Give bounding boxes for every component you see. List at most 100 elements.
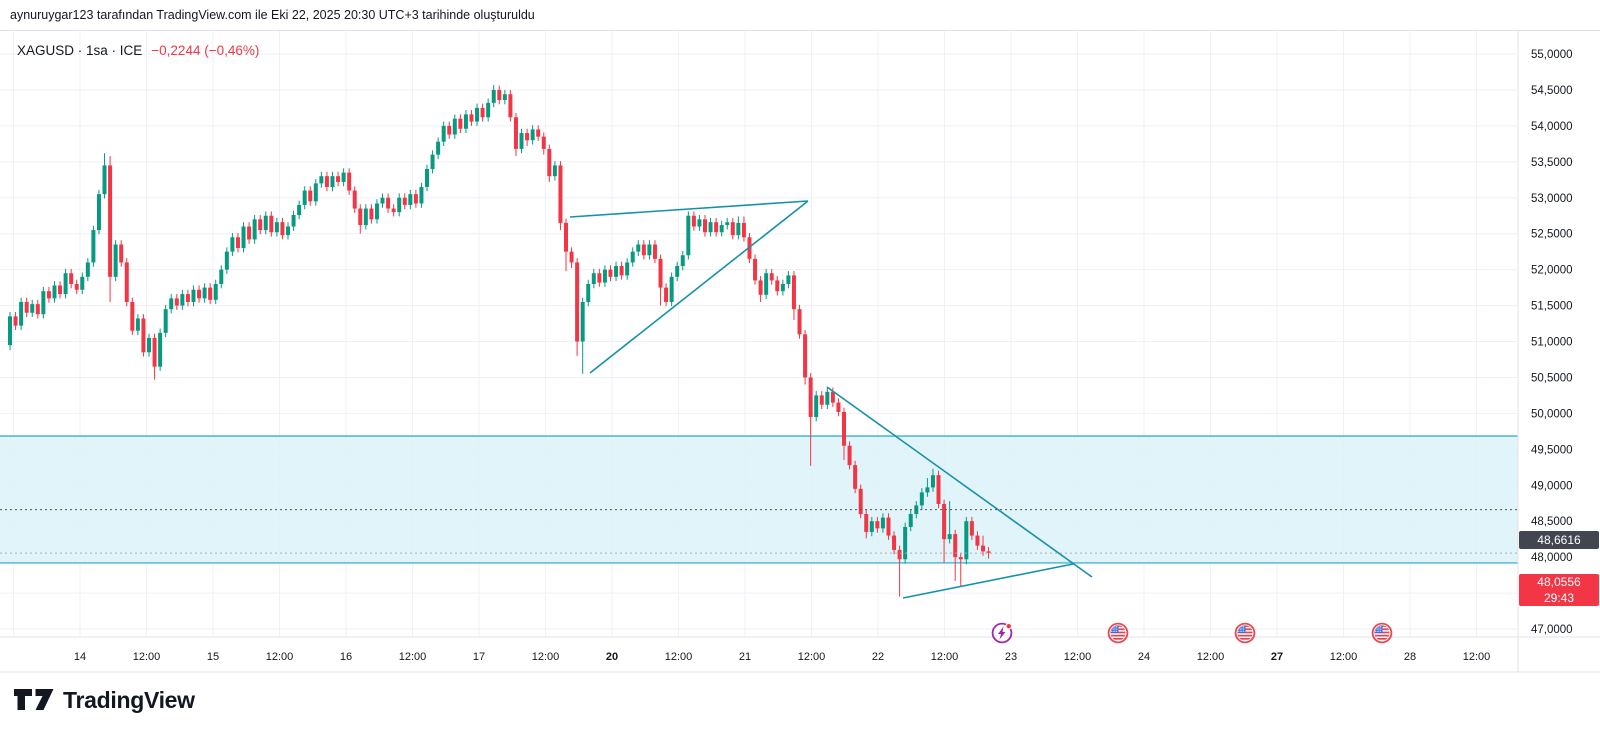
price-axis-label[interactable]: 52,0000 xyxy=(1531,265,1573,277)
time-axis-label[interactable]: 23 xyxy=(1005,651,1017,663)
candle xyxy=(113,240,118,282)
time-axis-label[interactable]: 12:00 xyxy=(399,651,427,663)
candle xyxy=(814,391,819,422)
time-axis-label[interactable]: 20 xyxy=(606,651,618,663)
tradingview-logo[interactable]: TradingView xyxy=(14,686,195,714)
price-axis-label[interactable]: 48,0000 xyxy=(1531,552,1573,564)
time-axis-label[interactable]: 12:00 xyxy=(1463,651,1491,663)
candle-body xyxy=(797,309,802,335)
flag-star xyxy=(1116,625,1118,627)
price-axis-label[interactable]: 47,0000 xyxy=(1531,624,1573,636)
price-axis-label[interactable]: 50,5000 xyxy=(1531,372,1573,384)
candle-body xyxy=(842,411,846,446)
candle xyxy=(569,247,574,269)
flag-stripe xyxy=(1110,638,1126,640)
candle-body xyxy=(258,219,263,231)
candle xyxy=(530,125,535,145)
candle-body xyxy=(808,377,813,417)
candle-body xyxy=(725,222,730,226)
candle xyxy=(280,217,285,240)
candle-body xyxy=(141,318,146,353)
price-axis-label[interactable]: 48,5000 xyxy=(1531,516,1573,528)
time-axis-label[interactable]: 12:00 xyxy=(532,651,560,663)
candle xyxy=(925,478,930,497)
flag-star xyxy=(1114,627,1116,629)
candle xyxy=(719,220,724,237)
candle-body xyxy=(85,262,90,277)
candle xyxy=(842,407,846,461)
us-economic-event-icon[interactable] xyxy=(1234,622,1256,644)
time-axis-label[interactable]: 17 xyxy=(473,651,485,663)
time-axis-label[interactable]: 21 xyxy=(739,651,751,663)
price-axis-label[interactable]: 53,5000 xyxy=(1531,157,1573,169)
time-axis-label[interactable]: 12:00 xyxy=(1064,651,1092,663)
candle xyxy=(19,297,24,330)
flag-star xyxy=(1378,629,1380,631)
flag-star xyxy=(1376,627,1378,629)
candle xyxy=(491,84,496,108)
time-axis-label[interactable]: 12:00 xyxy=(1197,651,1225,663)
candle xyxy=(319,171,324,188)
triangle-drawing[interactable] xyxy=(826,386,1093,599)
candle xyxy=(369,204,374,224)
time-axis-label[interactable]: 12:00 xyxy=(931,651,959,663)
us-economic-event-icon[interactable] xyxy=(1371,622,1393,644)
time-axis-label[interactable]: 12:00 xyxy=(1330,651,1358,663)
price-axis-label[interactable]: 49,0000 xyxy=(1531,480,1573,492)
symbol-legend[interactable]: XAGUSD · 1sa · ICE −0,2244 (−0,46%) xyxy=(17,43,259,58)
candle xyxy=(580,297,585,374)
time-axis-label[interactable]: 22 xyxy=(872,651,884,663)
time-axis-label[interactable]: 12:00 xyxy=(665,651,693,663)
candle xyxy=(352,186,357,213)
flag-star xyxy=(1116,630,1118,633)
candle xyxy=(975,531,980,550)
candle-body xyxy=(703,219,707,233)
candle-body xyxy=(63,273,68,295)
price-axis-label[interactable]: 51,0000 xyxy=(1531,337,1573,349)
candle-body xyxy=(363,208,368,226)
candle xyxy=(736,216,741,240)
time-axis-label[interactable]: 12:00 xyxy=(133,651,161,663)
time-axis-label[interactable]: 28 xyxy=(1404,651,1416,663)
trend-line[interactable] xyxy=(826,386,1093,578)
idea-event-icon[interactable] xyxy=(991,622,1013,644)
price-axis-label[interactable]: 49,5000 xyxy=(1531,444,1573,456)
candle xyxy=(41,286,46,319)
notification-dot xyxy=(1005,623,1013,630)
flag-star xyxy=(1376,629,1378,631)
time-axis-label[interactable]: 12:00 xyxy=(798,651,826,663)
candle-body xyxy=(369,208,374,220)
trend-line[interactable] xyxy=(902,563,1074,599)
trend-line[interactable] xyxy=(589,200,809,374)
time-axis-label[interactable]: 15 xyxy=(207,651,219,663)
time-axis-label[interactable]: 27 xyxy=(1271,651,1283,663)
us-economic-event-icon[interactable] xyxy=(1107,622,1129,644)
flag-star xyxy=(1378,630,1380,633)
candle-body xyxy=(580,301,585,342)
price-axis-label[interactable]: 52,5000 xyxy=(1531,229,1573,241)
candle xyxy=(119,240,124,267)
flag-star xyxy=(1243,625,1245,627)
candle xyxy=(380,193,385,208)
price-axis-label[interactable]: 51,5000 xyxy=(1531,301,1573,313)
candle xyxy=(174,294,179,310)
candle-body xyxy=(686,215,691,256)
candle-body xyxy=(69,273,74,284)
triangle-drawing[interactable] xyxy=(569,200,809,374)
time-axis-label[interactable]: 14 xyxy=(74,651,86,663)
candle xyxy=(35,299,40,319)
time-axis-label[interactable]: 24 xyxy=(1138,651,1150,663)
price-axis-label[interactable]: 55,0000 xyxy=(1531,49,1573,61)
candle-body xyxy=(536,129,541,137)
price-axis-label[interactable]: 53,0000 xyxy=(1531,193,1573,205)
time-axis-label[interactable]: 12:00 xyxy=(266,651,294,663)
time-axis-label[interactable]: 16 xyxy=(340,651,352,663)
candle xyxy=(197,285,202,303)
candle xyxy=(458,114,463,134)
candle-body xyxy=(219,269,224,284)
price-axis-label[interactable]: 50,0000 xyxy=(1531,408,1573,420)
trend-line[interactable] xyxy=(569,200,809,218)
price-axis-label[interactable]: 54,5000 xyxy=(1531,85,1573,97)
price-axis-label[interactable]: 54,0000 xyxy=(1531,121,1573,133)
chart-canvas[interactable]: 55,0000 54,5000 54,0000 53,5000 53,0000 52,50… xyxy=(0,31,1600,673)
